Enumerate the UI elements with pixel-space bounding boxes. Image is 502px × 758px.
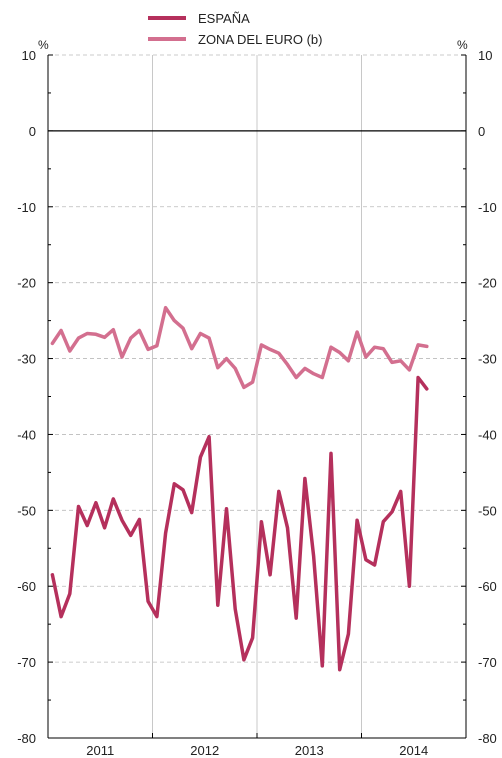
y-tick-label-left: -80 xyxy=(17,731,36,746)
y-tick-label-left: -10 xyxy=(17,200,36,215)
y-tick-label-right: 10 xyxy=(478,48,492,63)
y-tick-label-right: -50 xyxy=(478,503,497,518)
series-lines xyxy=(50,305,429,672)
y-tick-label-right: -30 xyxy=(478,352,497,367)
y-tick-label-right: 0 xyxy=(478,124,485,139)
unit-label-right: % xyxy=(457,38,468,52)
legend-label-espana: ESPAÑA xyxy=(198,11,250,26)
y-tick-label-left: 0 xyxy=(29,124,36,139)
y-tick-label-right: -80 xyxy=(478,731,497,746)
x-year-label: 2013 xyxy=(295,743,324,758)
y-tick-label-right: -20 xyxy=(478,276,497,291)
y-tick-label-left: 10 xyxy=(22,48,36,63)
x-year-labels: 2011 2012 2013 2014 xyxy=(86,743,428,758)
y-tick-label-right: -40 xyxy=(478,427,497,442)
unit-label-left: % xyxy=(38,38,49,52)
y-ticks-right: 10 0 -10 -20 -30 -40 -50 -60 -70 -80 xyxy=(478,48,497,746)
x-year-label: 2011 xyxy=(86,743,114,758)
y-tick-label-left: -70 xyxy=(17,655,36,670)
y-tick-label-right: -70 xyxy=(478,655,497,670)
series-line-espana xyxy=(50,375,429,672)
y-tick-label-right: -60 xyxy=(478,579,497,594)
legend-label-zona: ZONA DEL EURO (b) xyxy=(198,32,322,47)
y-tick-label-left: -40 xyxy=(17,427,36,442)
y-tick-label-left: -50 xyxy=(17,503,36,518)
x-year-label: 2012 xyxy=(190,743,219,758)
gridlines xyxy=(48,54,466,738)
axes xyxy=(47,54,467,739)
y-ticks-left: 10 0 -10 -20 -30 -40 -50 -60 -70 -80 xyxy=(17,48,36,746)
y-tick-label-left: -20 xyxy=(17,276,36,291)
y-tick-label-left: -60 xyxy=(17,579,36,594)
y-tick-label-left: -30 xyxy=(17,352,36,367)
y-tick-label-right: -10 xyxy=(478,200,497,215)
x-year-label: 2014 xyxy=(399,743,428,758)
legend: ESPAÑA ZONA DEL EURO (b) xyxy=(148,11,322,47)
series-line-zona xyxy=(50,305,429,390)
